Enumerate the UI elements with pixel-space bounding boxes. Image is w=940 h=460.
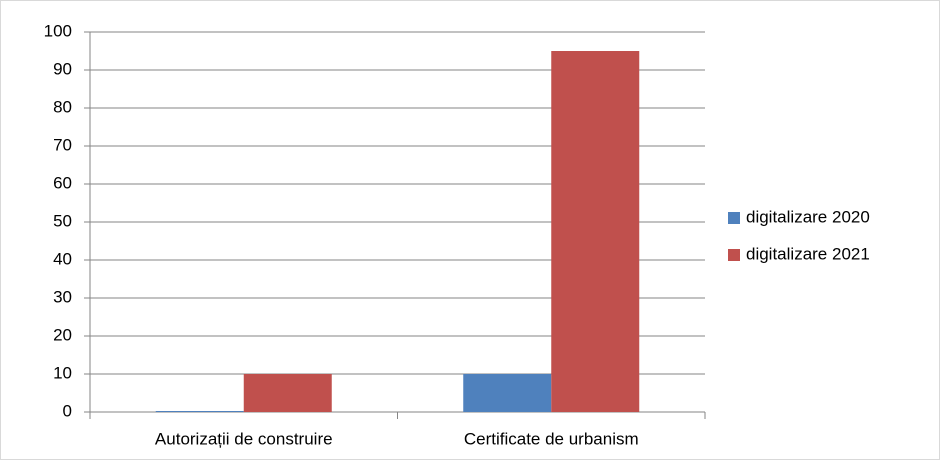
y-tick-label: 40 xyxy=(53,249,72,268)
y-tick-label: 70 xyxy=(53,135,72,154)
y-tick-label: 90 xyxy=(53,59,72,78)
x-tick-label: Certificate de urbanism xyxy=(464,429,639,448)
legend-swatch xyxy=(728,249,740,261)
y-tick-label: 20 xyxy=(53,325,72,344)
y-tick-label: 100 xyxy=(44,21,72,40)
bar xyxy=(243,374,332,412)
legend-label: digitalizare 2020 xyxy=(746,207,870,226)
y-tick-label: 50 xyxy=(53,211,72,230)
y-tick-label: 80 xyxy=(53,97,72,116)
y-tick-label: 30 xyxy=(53,287,72,306)
legend-label: digitalizare 2021 xyxy=(746,244,870,263)
bar xyxy=(155,411,244,412)
bar xyxy=(463,374,552,412)
bar xyxy=(551,51,640,412)
y-tick-label: 0 xyxy=(63,401,72,420)
legend-swatch xyxy=(728,212,740,224)
y-tick-label: 10 xyxy=(53,363,72,382)
y-tick-label: 60 xyxy=(53,173,72,192)
x-tick-label: Autorizații de construire xyxy=(155,429,333,448)
